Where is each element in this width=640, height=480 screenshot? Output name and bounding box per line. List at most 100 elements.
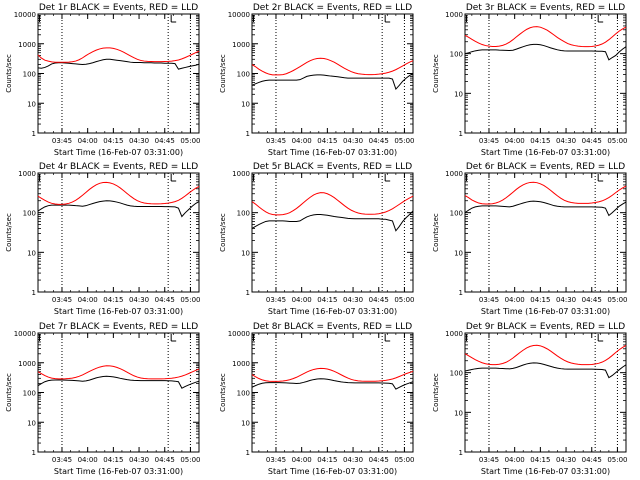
- y-tick-label: 10000: [14, 330, 36, 338]
- y-tick-label: 1: [32, 289, 36, 297]
- x-tick-label: 04:30: [129, 137, 149, 145]
- x-tick-label: 05:00: [180, 137, 200, 145]
- y-tick-label: 100: [23, 390, 36, 398]
- chart-panel-7: Det 7r BLACK = Events, RED = LLD Counts/s…: [5, 322, 201, 476]
- x-tick-label: 03:45: [52, 137, 72, 145]
- x-tick-label: 04:30: [343, 296, 363, 304]
- plot-frame: [37, 332, 200, 453]
- x-axis-label: Start Time (16-Feb-07 03:31:00): [268, 467, 397, 476]
- plot-frame: [251, 13, 414, 134]
- x-tick-label: 04:45: [582, 137, 602, 145]
- chart-panel-1: Det 1r BLACK = Events, RED = LLD Counts/s…: [5, 3, 201, 157]
- y-tick-label: 100: [450, 210, 463, 218]
- y-tick-label: 100: [237, 71, 250, 79]
- y-tick-label: 1000: [445, 11, 463, 19]
- x-tick-label: 04:30: [129, 456, 149, 464]
- y-tick-label: 10: [241, 249, 250, 257]
- y-tick-label: 1: [32, 449, 36, 457]
- chart-title: Det 1r BLACK = Events, RED = LLD: [39, 3, 198, 13]
- events-series-line: [464, 43, 627, 61]
- y-tick-label: 10: [454, 409, 463, 417]
- chart-title: Det 3r BLACK = Events, RED = LLD: [466, 3, 625, 13]
- x-tick-label: 04:30: [129, 296, 149, 304]
- x-tick-label: 03:45: [52, 456, 72, 464]
- y-tick-label: 1: [459, 130, 463, 138]
- events-series-line: [464, 200, 627, 217]
- x-tick-label: 04:45: [155, 137, 175, 145]
- x-tick-label: 04:00: [78, 137, 98, 145]
- x-axis-label: Start Time (16-Feb-07 03:31:00): [268, 148, 397, 157]
- x-tick-label: 04:00: [505, 137, 525, 145]
- y-tick-label: 1000: [232, 170, 250, 178]
- y-tick-label: 1000: [232, 41, 250, 49]
- y-tick-label: 1000: [18, 41, 36, 49]
- chart-title: Det 7r BLACK = Events, RED = LLD: [39, 322, 198, 332]
- y-tick-label: 1000: [445, 170, 463, 178]
- lld-series-line: [464, 344, 627, 366]
- plot-frame: [464, 13, 627, 134]
- y-tick-label: 10: [27, 100, 36, 108]
- lld-series-line: [251, 57, 414, 76]
- y-tick-label: 1: [246, 449, 250, 457]
- x-tick-label: 04:15: [317, 137, 337, 145]
- x-tick-label: 04:15: [317, 456, 337, 464]
- x-tick-label: 04:15: [530, 137, 550, 145]
- x-tick-label: 04:15: [530, 456, 550, 464]
- x-tick-label: 03:45: [266, 137, 286, 145]
- y-tick-label: 1: [459, 289, 463, 297]
- x-axis-label: Start Time (16-Feb-07 03:31:00): [54, 148, 183, 157]
- y-axis-label: Counts/sec: [432, 213, 440, 252]
- chart-panel-9: Det 9r BLACK = Events, RED = LLD Counts/s…: [432, 322, 628, 476]
- chart-panel-5: Det 5r BLACK = Events, RED = LLD Counts/s…: [219, 162, 415, 316]
- chart-title: Det 8r BLACK = Events, RED = LLD: [253, 322, 412, 332]
- y-tick-label: 10: [454, 249, 463, 257]
- x-tick-label: 05:00: [607, 296, 627, 304]
- events-series-line: [37, 58, 200, 70]
- y-axis-label: Counts/sec: [219, 54, 227, 93]
- x-tick-label: 05:00: [180, 456, 200, 464]
- lld-series-line: [37, 47, 200, 63]
- lld-series-line: [251, 192, 414, 216]
- chart-title: Det 5r BLACK = Events, RED = LLD: [253, 162, 412, 172]
- plot-frame: [464, 332, 627, 453]
- x-axis-label: Start Time (16-Feb-07 03:31:00): [268, 307, 397, 316]
- lld-series-line: [37, 181, 200, 205]
- chart-panel-3: Det 3r BLACK = Events, RED = LLD Counts/s…: [432, 3, 628, 157]
- y-tick-label: 10: [241, 419, 250, 427]
- y-tick-label: 10: [454, 90, 463, 98]
- y-tick-label: 100: [23, 210, 36, 218]
- plot-frame: [37, 172, 200, 293]
- x-axis-label: Start Time (16-Feb-07 03:31:00): [54, 307, 183, 316]
- y-tick-label: 10000: [14, 11, 36, 19]
- y-tick-label: 1000: [18, 170, 36, 178]
- y-axis-label: Counts/sec: [432, 373, 440, 412]
- x-tick-label: 04:00: [505, 456, 525, 464]
- y-tick-label: 100: [23, 71, 36, 79]
- y-tick-label: 10: [241, 100, 250, 108]
- y-axis-label: Counts/sec: [5, 373, 13, 412]
- y-tick-label: 100: [450, 51, 463, 59]
- x-tick-label: 04:30: [556, 137, 576, 145]
- y-axis-label: Counts/sec: [432, 54, 440, 93]
- events-series-line: [37, 200, 200, 218]
- events-series-line: [37, 375, 200, 389]
- x-tick-label: 04:15: [103, 137, 123, 145]
- lld-series-line: [464, 181, 627, 205]
- y-axis-label: Counts/sec: [219, 213, 227, 252]
- x-tick-label: 05:00: [607, 137, 627, 145]
- y-axis-label: Counts/sec: [5, 213, 13, 252]
- x-tick-label: 04:15: [103, 456, 123, 464]
- x-tick-label: 04:00: [78, 456, 98, 464]
- y-tick-label: 1000: [232, 360, 250, 368]
- x-tick-label: 04:00: [505, 296, 525, 304]
- events-series-line: [251, 73, 414, 91]
- x-tick-label: 05:00: [394, 456, 414, 464]
- events-series-line: [251, 210, 414, 232]
- y-tick-label: 10000: [228, 330, 250, 338]
- y-axis-label: Counts/sec: [5, 54, 13, 93]
- x-tick-label: 04:00: [292, 296, 312, 304]
- x-tick-label: 04:15: [103, 296, 123, 304]
- y-tick-label: 1000: [445, 330, 463, 338]
- x-tick-label: 04:45: [369, 296, 389, 304]
